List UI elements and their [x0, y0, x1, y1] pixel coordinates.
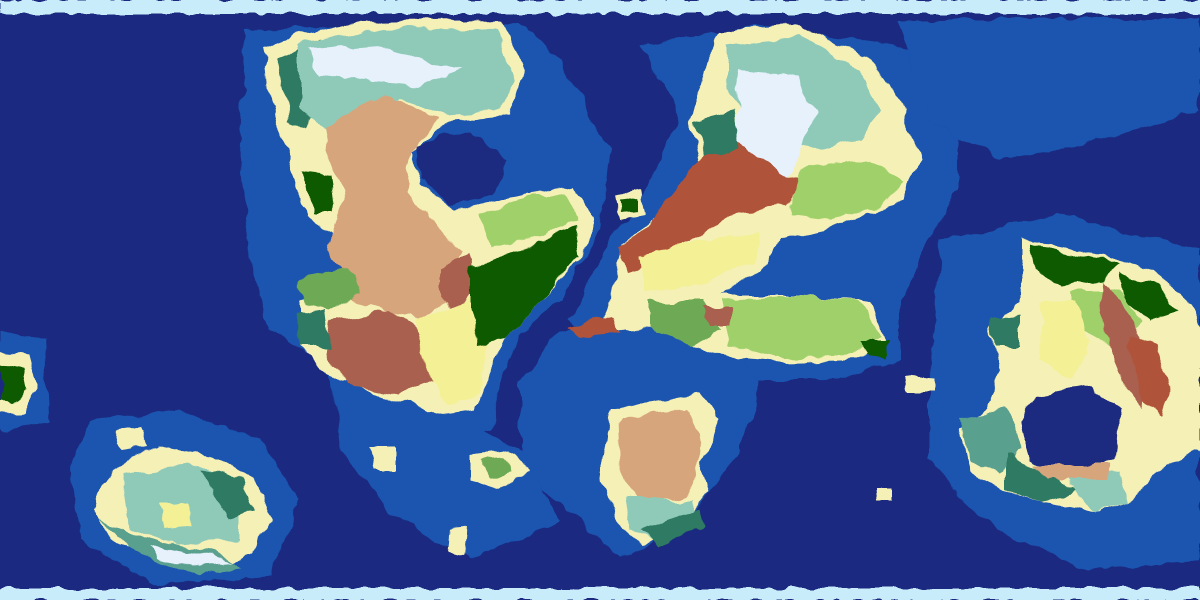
- ne-southern-peninsula: [720, 295, 880, 357]
- nw-badlands-east: [440, 255, 478, 310]
- nw-forest-west: [300, 270, 360, 310]
- island-south-3: [448, 528, 468, 555]
- ne-forest-south: [650, 300, 720, 345]
- east-savanna: [1040, 300, 1090, 380]
- shelf-ne-corner: [900, 20, 1200, 160]
- sw-island-lake: [160, 505, 190, 528]
- continent-northwest: [262, 20, 595, 415]
- shelf-south-islands: [330, 360, 560, 560]
- ne-grassland-band: [790, 160, 905, 220]
- island-east-small: [905, 375, 935, 392]
- east-jungle-ne: [1120, 275, 1180, 320]
- ne-taiga-west: [695, 110, 740, 160]
- continent-east: [960, 240, 1200, 510]
- small-islands: [115, 190, 935, 555]
- nw-desert-plateau: [325, 95, 460, 320]
- north-polar-ice: [0, 0, 1200, 14]
- nw-ice: [310, 45, 460, 85]
- ne-jungle-tip: [860, 340, 890, 362]
- nw-taiga-south: [295, 310, 330, 345]
- island-east-small-2: [875, 488, 892, 500]
- east-mountains: [1130, 335, 1170, 415]
- sw-island-ice: [150, 545, 230, 568]
- nw-grassland-east: [480, 195, 575, 250]
- ne-mountain-spur: [570, 315, 620, 335]
- east-taiga-west: [990, 315, 1020, 345]
- sw-island-taiga: [200, 470, 255, 520]
- island-south-1-forest: [480, 458, 512, 478]
- nw-jungle-west: [305, 170, 335, 215]
- island-sw-far: [115, 425, 148, 450]
- island-west-edge: [0, 350, 38, 412]
- island-southwest: [95, 445, 270, 575]
- island-central-south: [600, 395, 720, 548]
- ne-badlands-spot: [705, 308, 730, 325]
- island-mid-1-jungle: [620, 198, 638, 214]
- east-inland-sea: [1020, 385, 1120, 480]
- nw-jungle-east: [470, 225, 580, 345]
- east-jungle-north: [1030, 245, 1120, 285]
- south-polar-ice: [0, 588, 1200, 600]
- ne-mountain-range: [620, 140, 800, 275]
- east-dark-taiga: [1005, 455, 1080, 500]
- ne-savanna-band: [640, 235, 760, 290]
- nw-badlands-south: [325, 310, 440, 395]
- central-island-desert: [618, 410, 700, 505]
- nw-savanna-south: [415, 300, 490, 405]
- continent-northeast: [570, 25, 920, 362]
- central-island-taiga: [640, 510, 705, 548]
- nw-inland-bay: [415, 130, 505, 205]
- island-south-2: [370, 445, 395, 470]
- west-island-jungle: [0, 362, 26, 402]
- east-desert-strip: [1035, 465, 1110, 480]
